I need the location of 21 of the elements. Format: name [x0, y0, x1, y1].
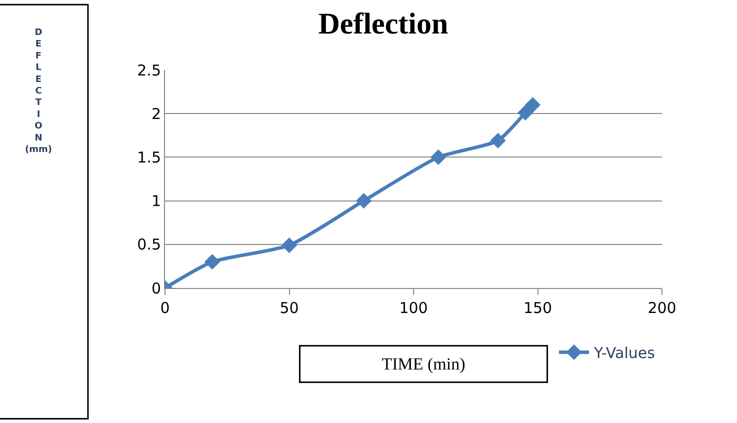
y-tick-label: 1 [151, 192, 161, 210]
legend-label: Y-Values [593, 344, 656, 362]
point [430, 149, 446, 165]
y-tick-label: 2 [151, 104, 161, 123]
y-tick-label: 0.5 [137, 236, 161, 254]
point [204, 254, 220, 270]
x-axis-title: TIME (min) [382, 354, 466, 374]
point [356, 193, 372, 209]
point [281, 237, 298, 254]
y-tick-label: 0 [151, 279, 161, 298]
x-tick-label: 50 [280, 299, 299, 317]
x-tick-label: 200 [648, 299, 676, 317]
y-tick-label: 2.5 [137, 61, 161, 80]
point [518, 104, 534, 121]
point [524, 97, 541, 113]
text: DEFLECTION (mm) [25, 28, 52, 155]
chart-title: Deflection [318, 8, 449, 41]
y-tick-label: 1.5 [137, 148, 161, 166]
x-tick-label: 150 [523, 299, 552, 317]
point [490, 132, 506, 148]
x-tick-label: 100 [399, 299, 428, 317]
